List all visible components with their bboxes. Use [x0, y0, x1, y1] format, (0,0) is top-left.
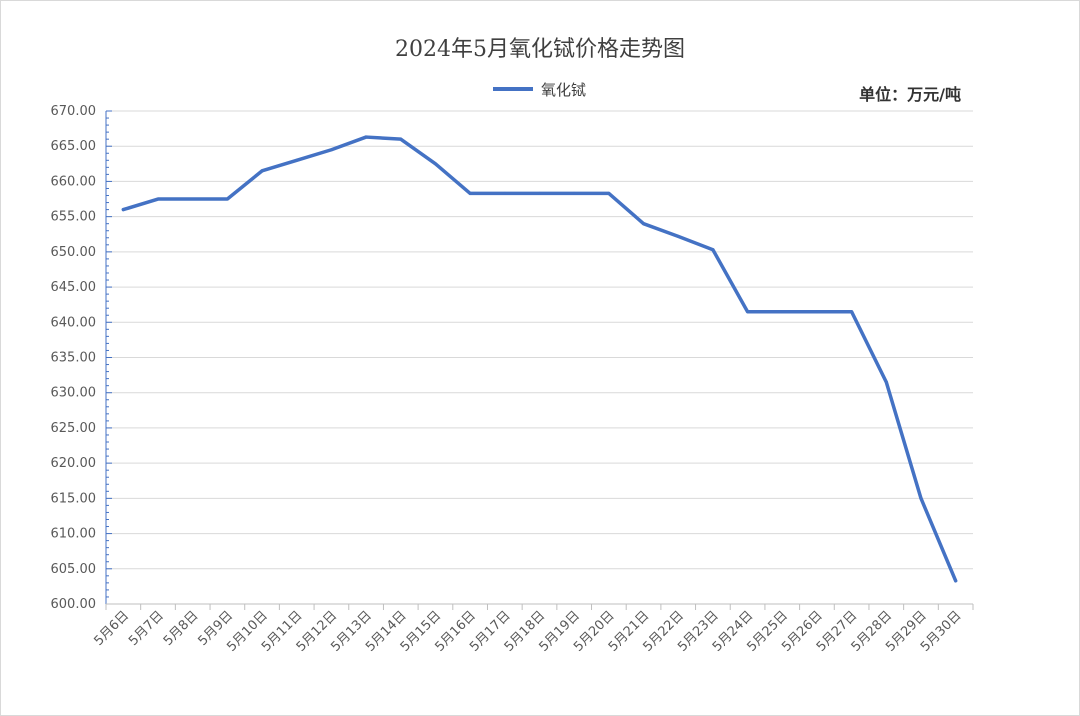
unit-label: 单位：万元/吨: [859, 85, 961, 104]
y-tick-label: 615.00: [51, 491, 97, 506]
y-tick-label: 620.00: [51, 456, 97, 471]
y-tick-label: 600.00: [51, 597, 97, 612]
legend-swatch: [493, 87, 533, 91]
data-point: [121, 208, 125, 212]
legend-label: 氧化铽: [541, 80, 587, 99]
data-point: [225, 197, 229, 201]
series-line: [121, 135, 958, 583]
data-point: [572, 191, 576, 195]
y-tick-label: 650.00: [51, 245, 97, 260]
data-point: [295, 158, 299, 162]
data-point: [607, 191, 611, 195]
data-point: [676, 234, 680, 238]
legend: 氧化铽: [493, 79, 586, 99]
data-point: [954, 579, 958, 583]
y-tick-label: 630.00: [51, 386, 97, 401]
data-point: [329, 148, 333, 152]
chart-title: 2024年5月氧化铽价格走势图: [395, 37, 685, 62]
y-tick-label: 635.00: [51, 351, 97, 366]
y-tick-label: 605.00: [51, 562, 97, 577]
y-tick-label: 670.00: [51, 104, 97, 119]
data-point: [364, 135, 368, 139]
x-tick-label: 5月8日: [161, 608, 202, 649]
y-tick-label: 610.00: [51, 527, 97, 542]
data-point: [919, 496, 923, 500]
data-point: [538, 191, 541, 195]
data-point: [746, 310, 750, 314]
y-tick-label: 660.00: [51, 174, 97, 189]
data-point: [780, 310, 784, 314]
y-tick-label: 625.00: [51, 421, 97, 436]
y-tick-label: 640.00: [51, 315, 97, 330]
data-point: [191, 197, 195, 201]
data-point: [503, 191, 507, 195]
x-tick-label: 5月6日: [91, 608, 132, 649]
y-tick-label: 665.00: [51, 139, 97, 154]
y-tick-label: 645.00: [51, 280, 97, 295]
x-tick-label: 5月7日: [126, 608, 167, 649]
data-point: [642, 222, 646, 226]
data-point: [815, 310, 819, 314]
data-point: [711, 248, 715, 252]
data-point: [850, 310, 854, 314]
data-point: [260, 169, 264, 173]
y-tick-label: 655.00: [51, 210, 97, 225]
data-point: [884, 380, 888, 384]
data-point: [156, 197, 160, 201]
data-point: [399, 137, 403, 141]
data-point: [468, 191, 472, 195]
data-point: [433, 162, 437, 166]
